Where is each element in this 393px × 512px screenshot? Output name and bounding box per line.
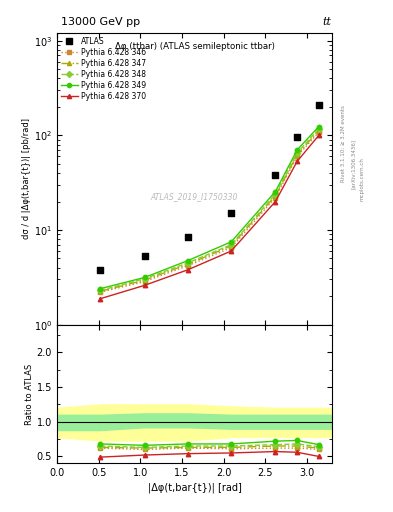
Text: tt: tt: [322, 16, 331, 27]
Legend: ATLAS, Pythia 6.428 346, Pythia 6.428 347, Pythia 6.428 348, Pythia 6.428 349, P: ATLAS, Pythia 6.428 346, Pythia 6.428 34…: [59, 35, 147, 102]
Y-axis label: dσ / d |Δφ(t,bar{t})| [pb/rad]: dσ / d |Δφ(t,bar{t})| [pb/rad]: [22, 118, 31, 240]
Point: [272, 171, 279, 179]
Point: [228, 209, 234, 218]
Point: [97, 266, 103, 274]
Point: [316, 101, 322, 109]
Point: [141, 252, 148, 260]
Text: [arXiv:1306.3436]: [arXiv:1306.3436]: [351, 139, 356, 189]
Text: 13000 GeV pp: 13000 GeV pp: [61, 16, 140, 27]
Text: Δφ (ttbar) (ATLAS semileptonic ttbar): Δφ (ttbar) (ATLAS semileptonic ttbar): [115, 42, 274, 51]
Text: Rivet 3.1.10; ≥ 3.2M events: Rivet 3.1.10; ≥ 3.2M events: [341, 105, 346, 182]
Point: [185, 232, 191, 241]
Y-axis label: Ratio to ATLAS: Ratio to ATLAS: [25, 364, 34, 424]
Text: ATLAS_2019_I1750330: ATLAS_2019_I1750330: [151, 192, 238, 201]
Point: [294, 134, 300, 142]
X-axis label: |Δφ(t,bar{t})| [rad]: |Δφ(t,bar{t})| [rad]: [148, 482, 241, 493]
Text: mcplots.cern.ch: mcplots.cern.ch: [360, 157, 365, 201]
